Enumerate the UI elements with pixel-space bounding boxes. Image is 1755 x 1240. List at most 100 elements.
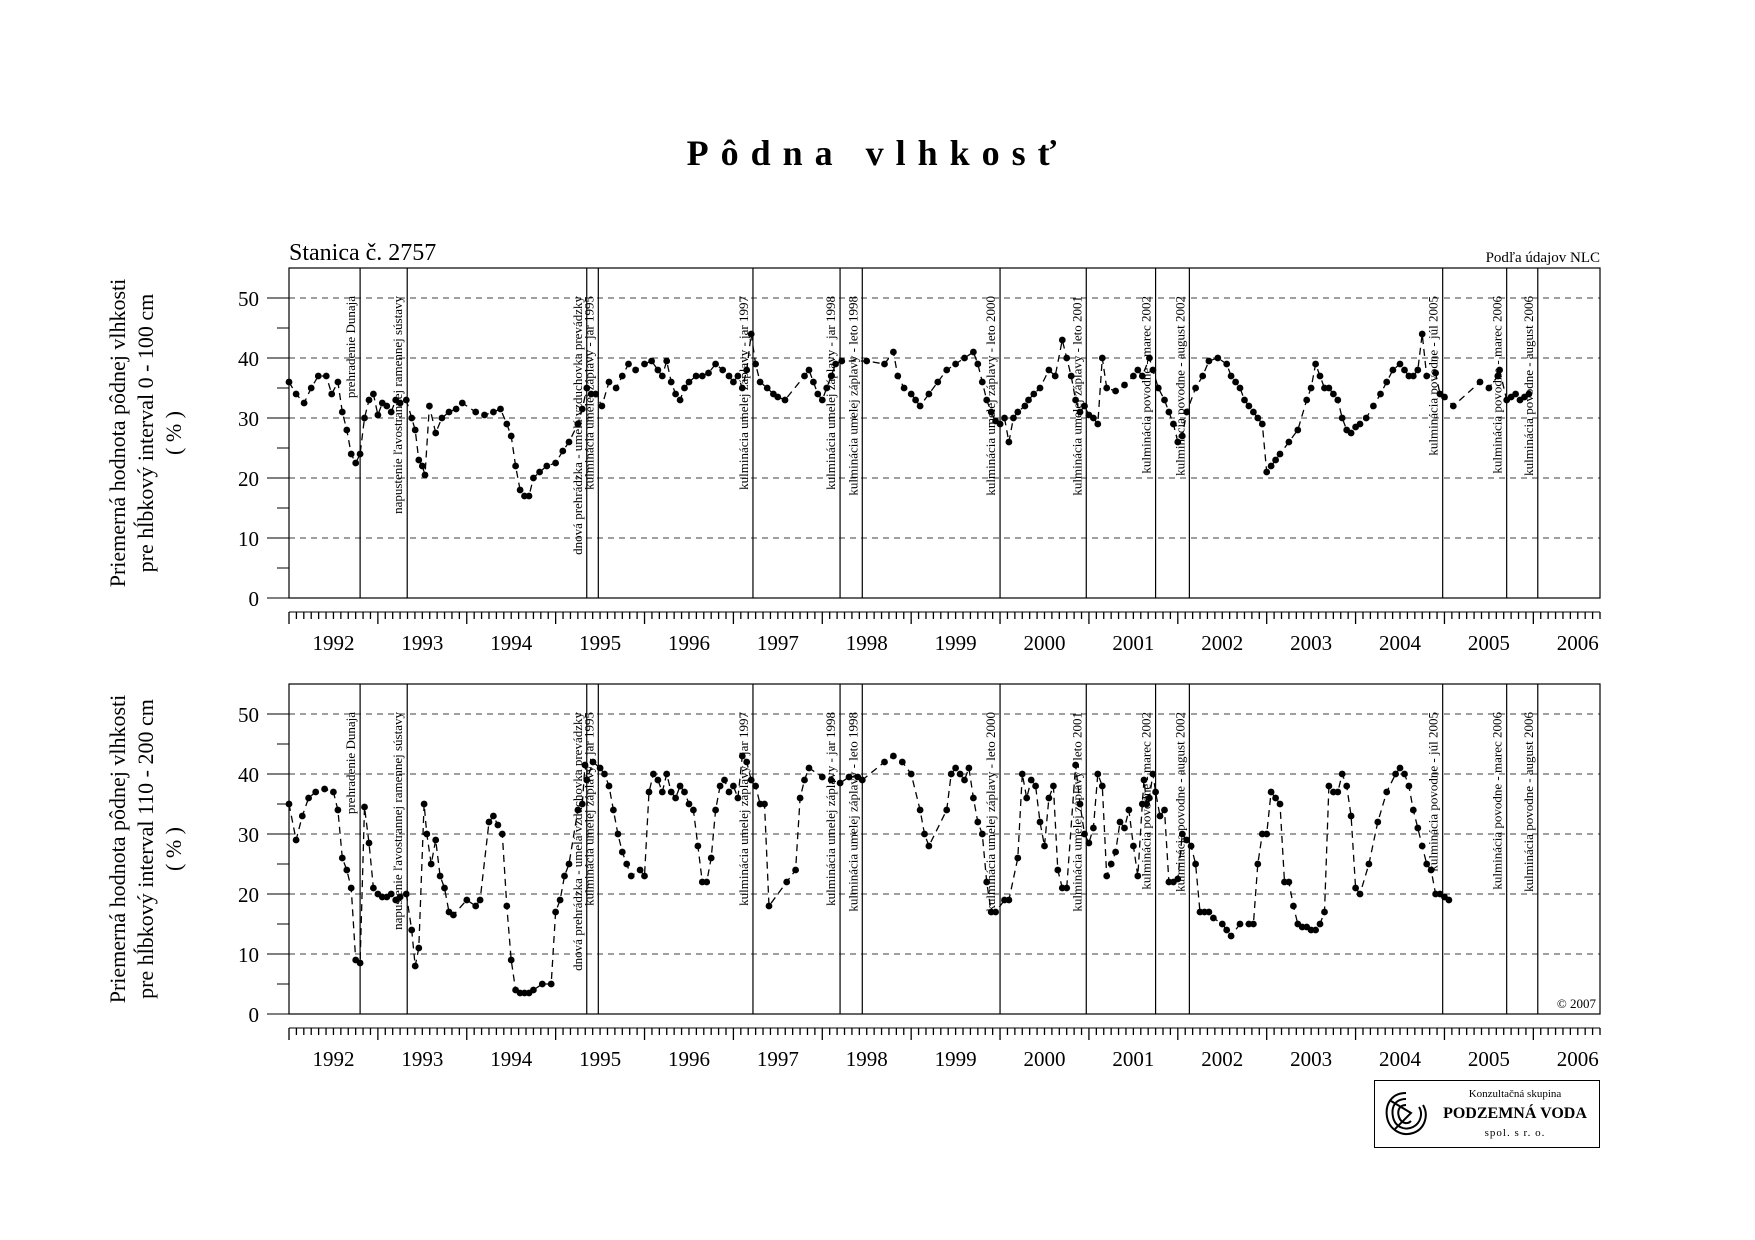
data-point [1103, 872, 1111, 880]
data-point [1401, 770, 1408, 778]
y-tick-label: 20 [238, 467, 259, 491]
data-point [763, 384, 771, 392]
data-point [1316, 372, 1324, 380]
data-point [730, 378, 737, 386]
data-point [408, 414, 416, 422]
data-point [1121, 824, 1128, 832]
data-point [530, 474, 537, 482]
data-point [402, 890, 410, 898]
data-point [1321, 908, 1328, 916]
data-point [1199, 372, 1207, 380]
data-point [1276, 800, 1284, 808]
data-point [605, 378, 613, 386]
event-label: kulminácia umelej záplavy - jar 1997 [736, 712, 751, 906]
data-point [1312, 926, 1319, 934]
data-point [685, 800, 693, 808]
data-point [1445, 896, 1453, 904]
data-point [1330, 390, 1337, 398]
data-point [432, 429, 440, 437]
y-tick-label: 0 [249, 1003, 260, 1027]
data-point [559, 447, 567, 455]
data-point [610, 806, 617, 814]
data-point [538, 980, 546, 988]
data-point [356, 450, 364, 458]
data-point [1496, 366, 1503, 374]
data-point [490, 408, 497, 416]
data-point [1192, 860, 1199, 868]
data-point [578, 405, 586, 413]
data-point [565, 438, 573, 446]
data-point [415, 944, 423, 952]
data-point [1032, 782, 1039, 790]
data-point [445, 408, 453, 416]
data-point [516, 486, 524, 494]
data-point [481, 411, 488, 419]
data-point [676, 782, 684, 790]
event-label: kulminácia umelej záplavy - jar 1995 [581, 712, 596, 906]
data-point [556, 896, 564, 904]
data-point [1045, 366, 1053, 374]
data-point [1409, 372, 1417, 380]
data-point [1241, 396, 1248, 404]
data-point [900, 384, 908, 392]
data-point [1423, 372, 1431, 380]
data-point [432, 836, 440, 844]
data-point [1383, 788, 1391, 796]
data-point [836, 779, 844, 787]
data-point [512, 462, 519, 470]
data-point [1098, 782, 1106, 790]
data-point [396, 399, 404, 407]
logo-line3: spol. s r. o. [1484, 1127, 1546, 1139]
data-point [1156, 812, 1164, 820]
data-point [1174, 875, 1182, 883]
data-point [1303, 396, 1311, 404]
data-point [823, 384, 831, 392]
data-point [1001, 414, 1008, 422]
data-point [396, 893, 404, 901]
plot-frame [288, 267, 1601, 599]
data-point [667, 788, 675, 796]
data-point [987, 408, 995, 416]
data-point [845, 773, 853, 781]
data-point [685, 378, 693, 386]
data-point [415, 456, 423, 464]
data-point [1258, 420, 1266, 428]
data-point [1027, 776, 1035, 784]
data-point [1218, 920, 1226, 928]
data-point [863, 357, 871, 365]
event-label: kulminácia povodne - marec 2006 [1490, 712, 1505, 890]
data-point [1178, 830, 1186, 838]
data-point [623, 860, 631, 868]
y-tick-label: 40 [238, 347, 259, 371]
data-point [1023, 794, 1031, 802]
data-point [756, 378, 764, 386]
data-point [472, 408, 480, 416]
x-tick-label: 2000 [1023, 631, 1065, 655]
event-label: kulminácia umelej záplavy - leto 2001 [1069, 296, 1084, 496]
data-point [411, 426, 419, 434]
data-point [356, 959, 364, 967]
data-point [525, 492, 533, 500]
data-point [801, 776, 808, 784]
data-point [1236, 920, 1244, 928]
data-point [783, 878, 791, 886]
data-point [497, 405, 504, 413]
plot-frame [288, 683, 1601, 1015]
data-point [420, 800, 428, 808]
data-point [978, 830, 986, 838]
data-point [370, 390, 377, 398]
event-label: napustenie ľavostrannej ramennej sústavy [390, 712, 405, 930]
x-tick-label: 1997 [757, 1047, 799, 1071]
data-point [1205, 908, 1213, 916]
data-point [1121, 381, 1128, 389]
data-point [654, 776, 662, 784]
data-point [1094, 770, 1102, 778]
data-point [692, 372, 700, 380]
data-point [838, 357, 846, 365]
data-point [285, 800, 293, 808]
x-tick-label: 2003 [1290, 631, 1332, 655]
data-point [1018, 770, 1026, 778]
data-point [1085, 839, 1093, 847]
data-point [1267, 462, 1275, 470]
data-point [536, 468, 543, 476]
